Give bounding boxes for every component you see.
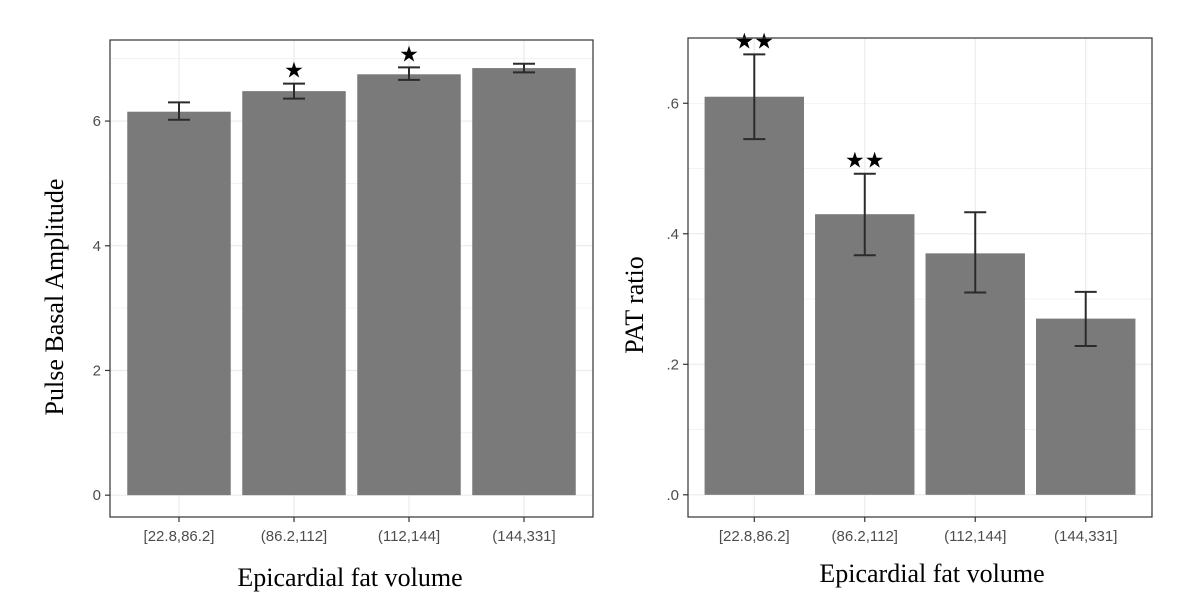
significance-marker: ★: [284, 59, 304, 84]
chart-panel-pulse-basal-amplitude: ★ ★ 0 2 4 6 [22.8,86.2] (86.2,112] (112,144] (144…: [93, 39, 594, 545]
x-axis-title: Epicardial fat volume: [819, 559, 1044, 588]
x-tick-label: [22.8,86.2]: [144, 528, 215, 545]
bar: [472, 68, 576, 496]
bar: [815, 214, 915, 495]
bar: [925, 253, 1025, 495]
x-tick-label: (144,331]: [1054, 528, 1117, 545]
y-tick-label: 2: [93, 362, 101, 379]
y-tick-label: 4: [93, 238, 101, 255]
bar: [127, 111, 231, 496]
significance-marker: ★★: [735, 29, 774, 54]
x-tick-label: (86.2,112]: [832, 528, 898, 545]
y-tick-label: 0: [93, 487, 101, 504]
x-tick-label: (112,144]: [944, 528, 1006, 545]
x-tick-label: [22.8,86.2]: [719, 528, 790, 545]
plot-frame: [109, 39, 594, 518]
y-axis-title: PAT ratio: [620, 256, 649, 354]
bar: [242, 91, 346, 496]
chart-panel-pat-ratio: ★★ ★★ .0 .2 .4 .6 [22.8,86.2] (86.2,112] (112,14…: [666, 29, 1153, 545]
significance-marker: ★★: [845, 149, 884, 174]
bar: [357, 74, 461, 496]
y-tick-label: .4: [666, 226, 679, 243]
x-axis-title: Epicardial fat volume: [237, 563, 462, 592]
bar: [1036, 318, 1136, 495]
y-tick-label: .0: [666, 487, 679, 504]
significance-marker: ★: [399, 42, 419, 67]
x-tick-label: (144,331]: [492, 528, 555, 545]
y-tick-label: .2: [666, 356, 679, 373]
bar: [704, 96, 804, 495]
plot-frame: [687, 37, 1153, 518]
y-axis-title: Pulse Basal Amplitude: [40, 179, 69, 416]
y-tick-label: 6: [93, 113, 101, 130]
x-tick-label: (112,144]: [378, 528, 440, 545]
y-tick-label: .6: [666, 95, 679, 112]
x-tick-label: (86.2,112]: [261, 528, 327, 545]
